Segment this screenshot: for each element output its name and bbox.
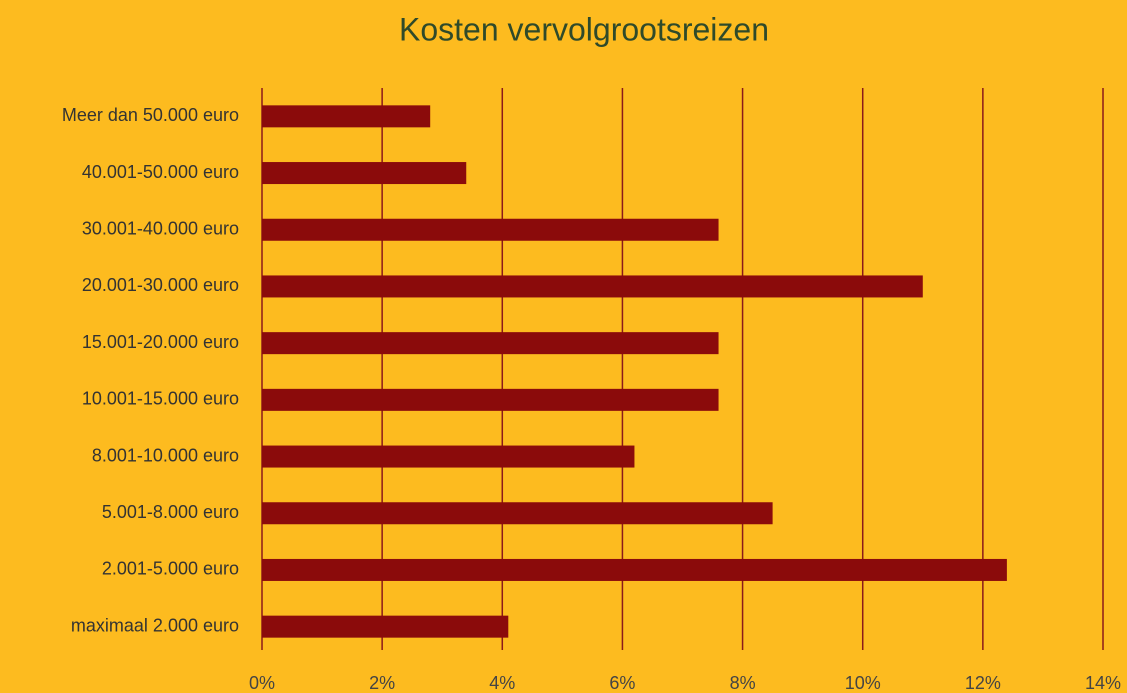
x-tick-label: 10% (845, 673, 881, 693)
y-tick-label: 8.001-10.000 euro (92, 445, 239, 465)
bar (262, 558, 1007, 581)
bar (262, 218, 719, 241)
bar (262, 162, 467, 185)
x-tick-label: 14% (1085, 673, 1121, 693)
y-tick-label: 20.001-30.000 euro (82, 275, 239, 295)
bar (262, 275, 923, 298)
bar (262, 445, 635, 468)
x-tick-label: 2% (369, 673, 395, 693)
y-tick-label: 2.001-5.000 euro (102, 559, 239, 579)
x-tick-label: 0% (249, 673, 275, 693)
bar (262, 105, 431, 128)
chart-title: Kosten vervolgrootsreizen (399, 11, 769, 47)
bar (262, 332, 719, 355)
y-tick-label: 40.001-50.000 euro (82, 162, 239, 182)
bar (262, 388, 719, 411)
y-tick-label: 5.001-8.000 euro (102, 502, 239, 522)
x-tick-label: 4% (489, 673, 515, 693)
bar (262, 615, 509, 638)
y-tick-label: maximaal 2.000 euro (71, 615, 239, 635)
y-tick-label: Meer dan 50.000 euro (62, 105, 239, 125)
y-tick-label: 15.001-20.000 euro (82, 332, 239, 352)
y-tick-label: 10.001-15.000 euro (82, 389, 239, 409)
x-tick-label: 6% (609, 673, 635, 693)
x-tick-label: 8% (730, 673, 756, 693)
bar (262, 502, 773, 525)
y-tick-label: 30.001-40.000 euro (82, 219, 239, 239)
x-tick-label: 12% (965, 673, 1001, 693)
